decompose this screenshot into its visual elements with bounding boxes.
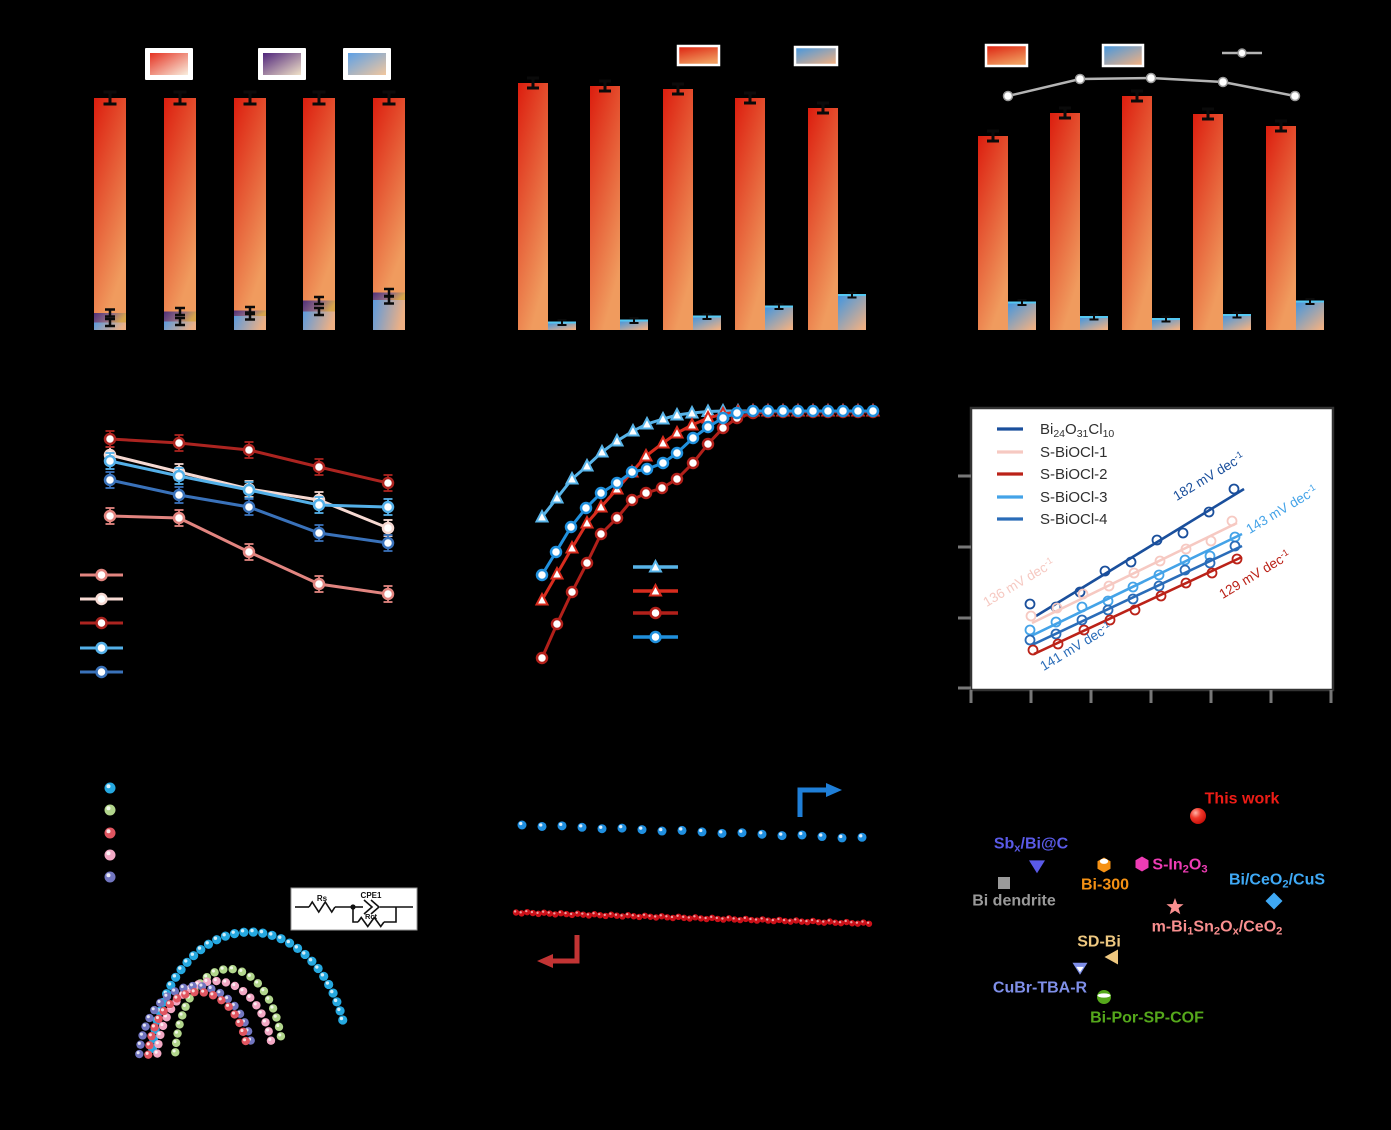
bar-group-0	[518, 76, 576, 330]
legend-swatch	[1101, 43, 1145, 68]
stability-series	[512, 908, 873, 927]
scatter-label: This work	[1205, 791, 1280, 808]
stacked-bar-2	[234, 90, 266, 330]
tafel-series-0	[1024, 483, 1245, 618]
scatter-item-2: Bi dendrite	[972, 877, 1056, 910]
legend-d-0	[80, 568, 123, 582]
legend-swatch	[984, 43, 1029, 68]
tafel-legend-1: S-BiOCl-1	[997, 444, 1108, 461]
scatter-item-4: S-In2O3	[1135, 856, 1208, 876]
legend-g-4	[104, 871, 116, 883]
scatter-item-3: Bi-300	[1081, 857, 1129, 894]
nyquist-arc-3	[135, 981, 255, 1059]
legend-g-2	[104, 827, 116, 839]
stacked-bar-3	[303, 90, 335, 330]
panel-g: Rs CPE1 Rct	[104, 782, 418, 1059]
bar-group-0	[978, 129, 1036, 330]
bar-group-4	[808, 101, 866, 330]
scatter-label: S-In2O3	[1152, 857, 1207, 876]
bar-group-2	[663, 82, 721, 330]
bar-group-4	[1266, 119, 1324, 330]
legend-e-1	[633, 582, 678, 597]
stability-series	[517, 820, 867, 843]
legend-swatch	[793, 45, 839, 67]
panel-d	[80, 430, 395, 679]
legend-g-3	[104, 849, 116, 861]
circuit-label-rct: Rct	[365, 912, 378, 921]
legend-g-1	[104, 804, 116, 816]
nyquist-arc-1	[171, 965, 286, 1057]
tafel-legend-label: S-BiOCl-2	[1040, 466, 1108, 483]
legend-d-2	[80, 616, 123, 630]
tafel-series-1	[1025, 515, 1238, 625]
scatter-label: SD-Bi	[1077, 934, 1121, 951]
legend-d-1	[80, 592, 123, 606]
stacked-bar-0	[94, 90, 126, 330]
tafel-legend-4: S-BiOCl-4	[997, 511, 1108, 528]
tafel-legend-3: S-BiOCl-3	[997, 489, 1108, 506]
bar-group-3	[735, 91, 793, 330]
scatter-label: m-Bi1Sn2Ox/CeO2	[1152, 919, 1283, 938]
scatter-label: Bi-Por-SP-COF	[1090, 1010, 1204, 1027]
series-e-3	[535, 404, 880, 582]
scatter-item-0: This work	[1190, 791, 1280, 824]
series-d-4	[103, 471, 395, 552]
legend-swatch	[676, 44, 721, 67]
scatter-item-6: m-Bi1Sn2Ox/CeO2	[1152, 898, 1283, 938]
scatter-label: Bi-300	[1081, 877, 1129, 894]
scatter-item-1: Sbx/Bi@C	[994, 836, 1069, 874]
nyquist-arc-4	[144, 987, 250, 1059]
scatter-label: Bi dendrite	[972, 893, 1056, 910]
tafel-legend-2: S-BiOCl-2	[997, 466, 1108, 483]
tafel-legend-label: Bi24O31Cl10	[1040, 421, 1114, 440]
panel-f: Bi24O31Cl10 S-BiOCl-1 S-BiOCl-2 S-BiOCl-3 S-…	[958, 406, 1335, 703]
legend-e-2	[633, 606, 678, 620]
panel-a	[94, 48, 405, 330]
tafel-legend-0: Bi24O31Cl10	[997, 421, 1114, 440]
scatter-item-9: Bi-Por-SP-COF	[1090, 990, 1204, 1027]
series-d-0	[103, 507, 395, 603]
series-d-3	[103, 452, 395, 516]
tafel-legend-label: S-BiOCl-3	[1040, 489, 1108, 506]
red-axis-arrow	[537, 935, 580, 968]
panel-h	[512, 783, 873, 968]
tafel-legend-label: S-BiOCl-4	[1040, 511, 1108, 528]
circuit-label-cpe: CPE1	[361, 891, 382, 900]
legend-swatch-1	[258, 48, 306, 80]
legend-d-4	[80, 665, 123, 679]
scatter-label: Sbx/Bi@C	[994, 836, 1069, 855]
circuit-label-rs: Rs	[317, 894, 328, 903]
panel-c	[978, 43, 1324, 330]
scatter-item-7: SD-Bi	[1077, 934, 1121, 965]
panel-e	[534, 402, 881, 665]
legend-e-0	[633, 558, 678, 573]
bar-group-1	[590, 79, 648, 330]
scatter-item-8: CuBr-TBA-R	[993, 962, 1088, 997]
legend-swatch-0	[145, 48, 193, 80]
bar-group-3	[1193, 107, 1251, 330]
tafel-legend-label: S-BiOCl-1	[1040, 444, 1108, 461]
stacked-bar-1	[164, 90, 196, 330]
bar-group-1	[1050, 106, 1108, 330]
yield-line	[1002, 72, 1301, 102]
stacked-bar-4	[373, 90, 405, 330]
series-e-2	[535, 405, 880, 665]
scatter-label: Bi/CeO2/CuS	[1229, 872, 1325, 891]
circuit-inset: Rs CPE1 Rct	[290, 887, 418, 931]
panel-i: This work Sbx/Bi@C Bi dendrite Bi-300 S-In2O…	[972, 791, 1325, 1027]
panel-b	[518, 44, 866, 330]
tafel-series-3	[1024, 540, 1243, 647]
blue-axis-arrow	[797, 783, 842, 817]
legend-d-3	[80, 641, 123, 655]
scatter-label: CuBr-TBA-R	[993, 980, 1088, 997]
tafel-series-4	[1027, 553, 1243, 656]
scatter-item-5: Bi/CeO2/CuS	[1229, 872, 1325, 910]
legend-e-3	[633, 630, 678, 644]
legend-swatch-2	[343, 48, 391, 80]
legend-g-0	[104, 782, 116, 794]
bar-group-2	[1122, 89, 1180, 330]
series-d-2	[103, 430, 395, 492]
